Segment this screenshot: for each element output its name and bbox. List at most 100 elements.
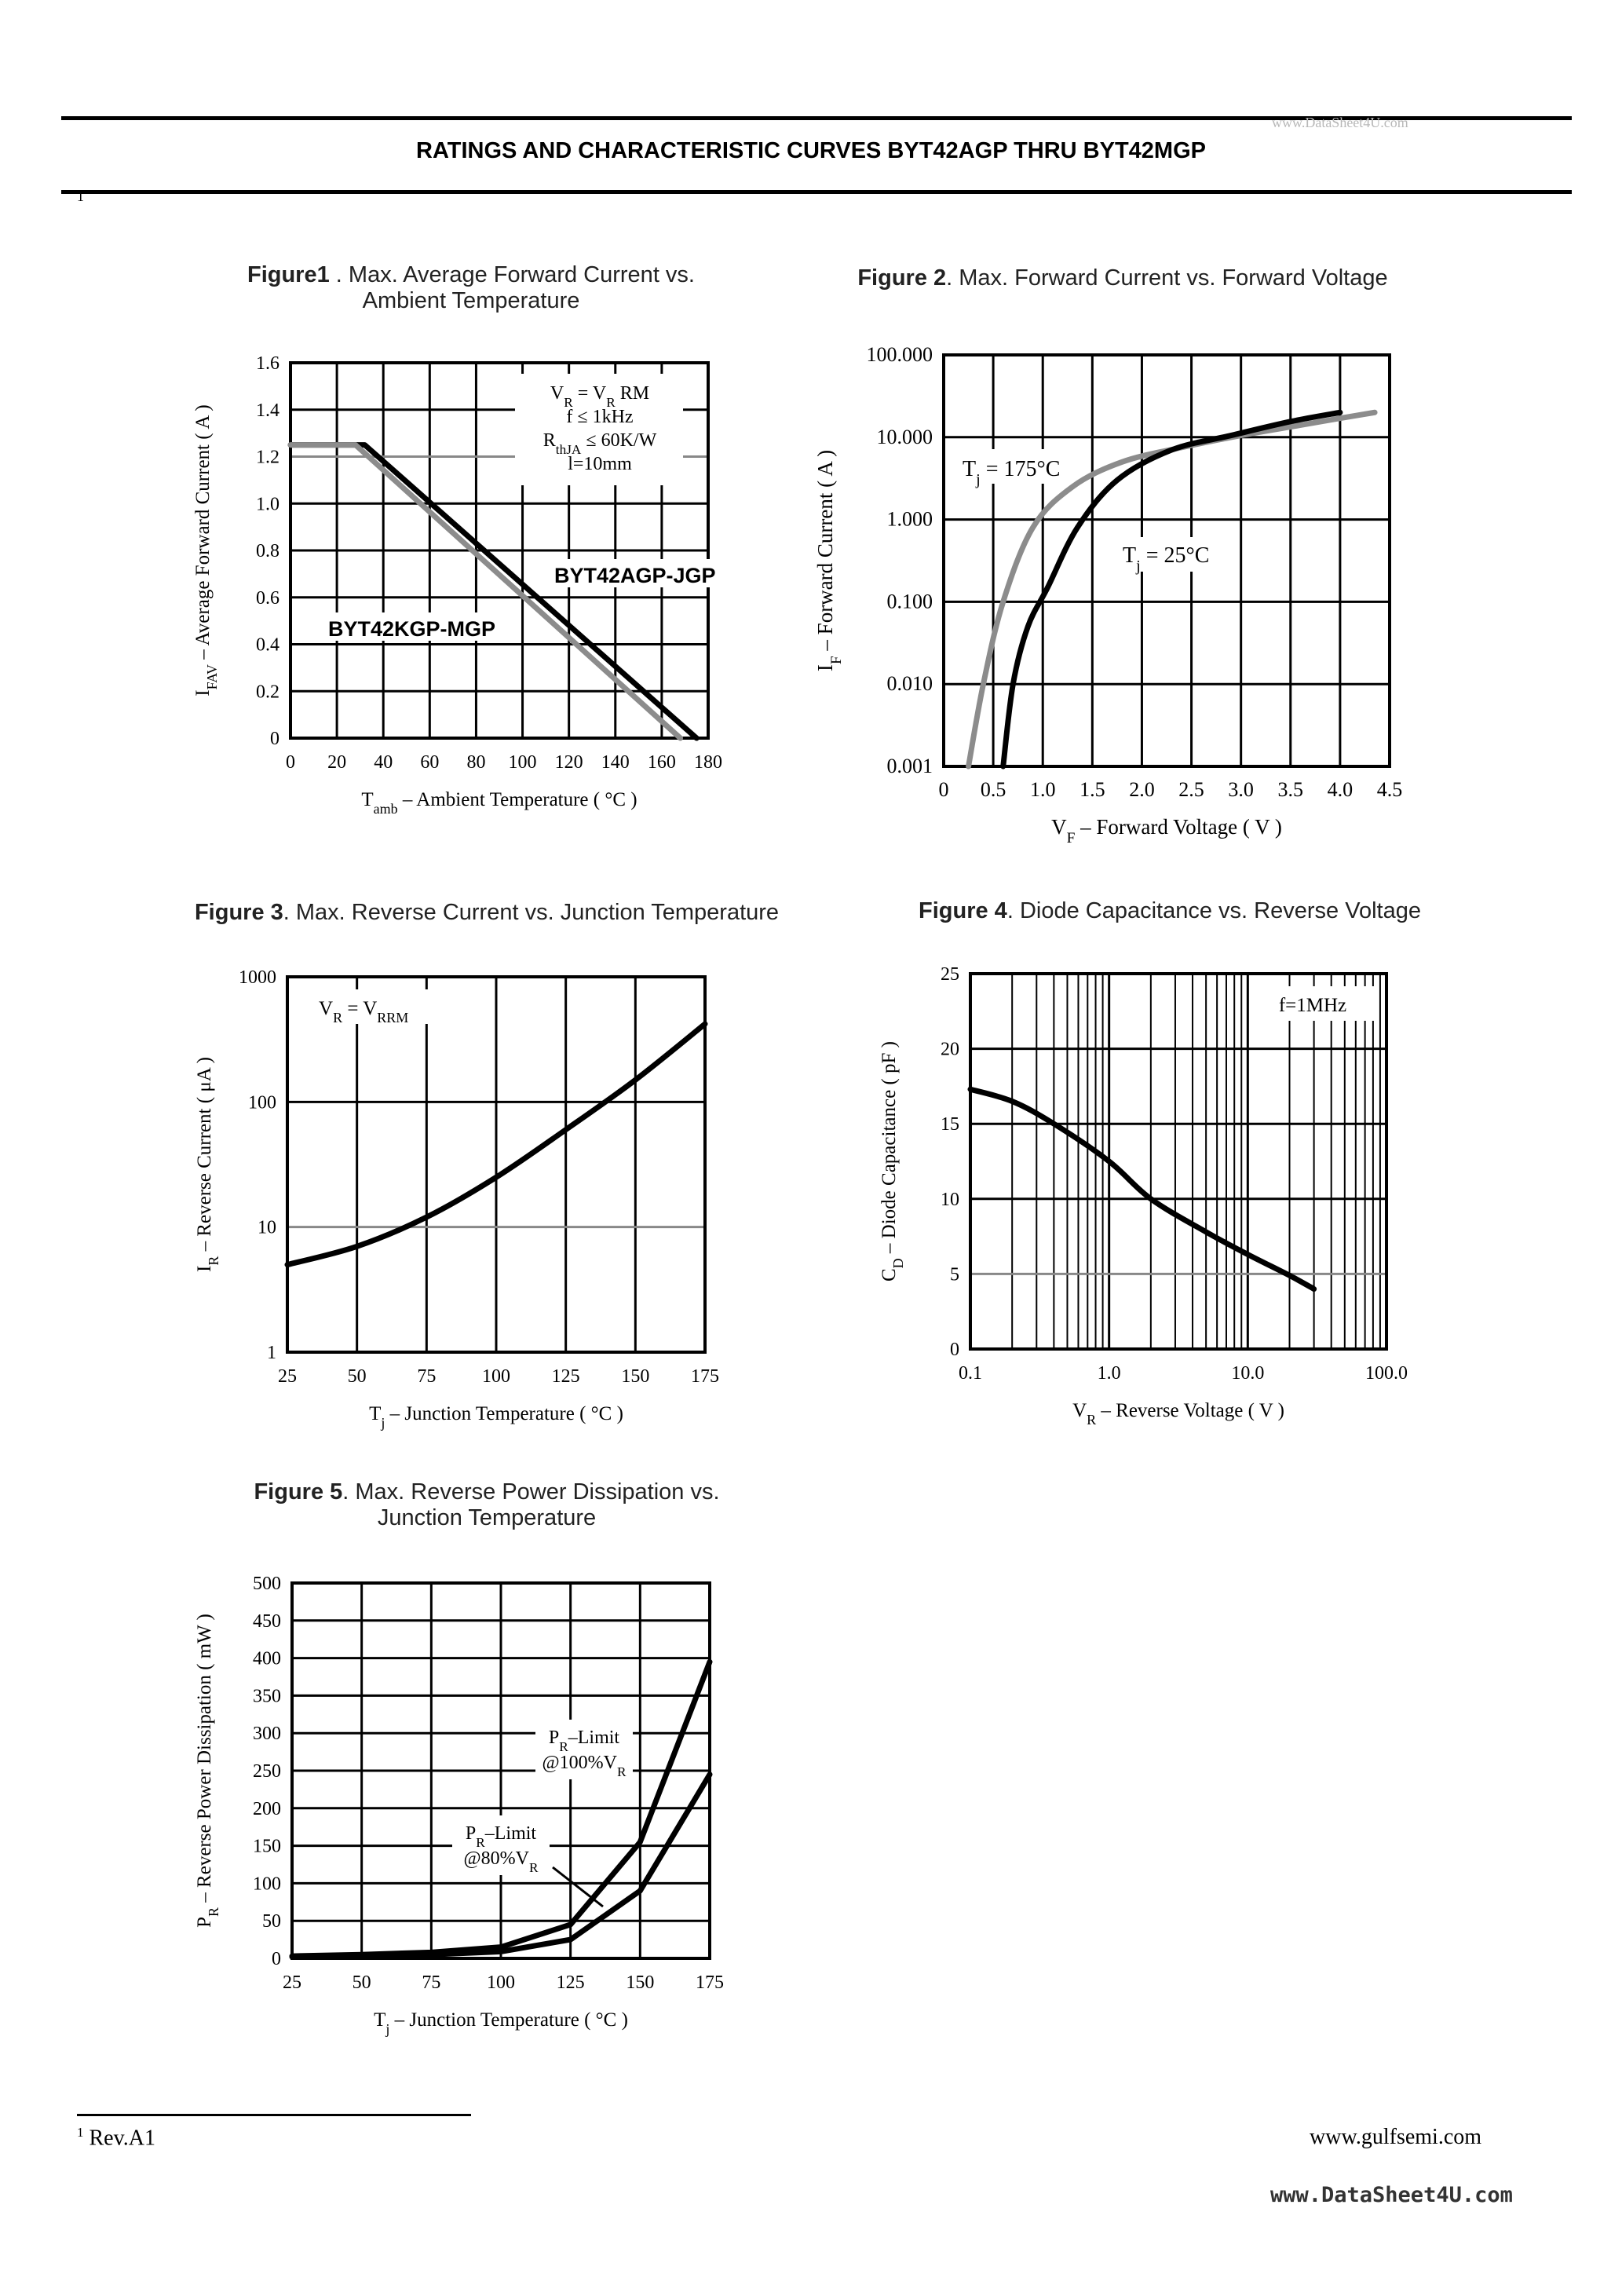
fig1-y-tick-label: 1.2 <box>256 448 279 468</box>
fig1-x-tick-label: 160 <box>648 752 676 773</box>
footnote: 1 Rev.A1 <box>77 2125 155 2151</box>
fig5-y-tick-label: 300 <box>253 1724 281 1744</box>
footnote-text: Rev.A1 <box>89 2126 156 2151</box>
fig5-y-tick-label: 0 <box>272 1949 281 1969</box>
fig1-y-tick-label: 0.2 <box>256 682 279 702</box>
fig2-x-tick-label: 1.5 <box>1080 778 1105 801</box>
fig4-y-axis-label: CD – Diode Capacitance ( pF ) <box>879 1041 906 1281</box>
fig1-x-tick-label: 40 <box>374 752 393 773</box>
fig3-series-line-1 <box>284 1021 708 1268</box>
fig4-chart: 0.1 1.0 10.0 100.0 0 5 10 15 20 25 VR – Reverse Vo… <box>879 964 1408 1428</box>
fig5-label-bg-80 <box>452 1815 550 1875</box>
fig4-annotation-bg <box>1256 986 1374 1021</box>
fig5-y-tick-label: 100 <box>253 1874 281 1894</box>
fig5-x-tick-label: 25 <box>283 1972 301 1993</box>
fig4-x-tick-label: 10.0 <box>1231 1363 1264 1384</box>
fig1-label-bg-kgp <box>325 612 521 641</box>
fig2-x-tick-label: 2.0 <box>1129 778 1155 801</box>
fig2-x-tick-label: 4.5 <box>1377 778 1403 801</box>
fig2-series-line-2 <box>1000 409 1343 770</box>
figure5-number: Figure 5 <box>254 1479 343 1504</box>
fig3-x-tick-label: 125 <box>552 1366 580 1387</box>
fig4-x-tick-label: 0.1 <box>959 1363 982 1384</box>
fig4-y-tick-label: 25 <box>941 964 959 985</box>
fig1-x-tick-label: 60 <box>420 752 439 773</box>
fig5-y-tick-label: 450 <box>253 1611 281 1632</box>
fig3-y-tick-label: 10 <box>258 1218 276 1238</box>
fig5-chart: 25 50 75 100 125 150 175 0 50 100 150 200 250 300 350 4… <box>194 1574 724 2037</box>
fig5-series-label-80-line1: PR–Limit <box>466 1823 537 1850</box>
fig5-label-bg-100 <box>535 1720 633 1779</box>
fig1-x-tick-label: 80 <box>466 752 485 773</box>
fig2-series-label-175: Tj = 175°C <box>963 457 1060 488</box>
fig4-series-line-1 <box>967 1086 1317 1292</box>
figure2-number: Figure 2 <box>857 265 947 291</box>
fig5-x-tick-label: 75 <box>422 1972 440 1993</box>
fig5-x-tick-label: 175 <box>696 1972 724 1993</box>
fig2-chart: 0 0.5 1.0 1.5 2.0 2.5 3.0 3.5 4.0 4.5 0.001 0.010 0.… <box>813 343 1402 846</box>
figure1-title: Figure1 . Max. Average Forward Current v… <box>196 262 746 314</box>
fig2-y-tick-label: 10.000 <box>877 426 933 448</box>
figure3-number: Figure 3 <box>194 900 283 925</box>
watermark-top: www.DataSheet4U.com <box>1272 115 1408 130</box>
fig1-y-tick-label: 1.0 <box>256 494 279 514</box>
fig5-y-tick-label: 250 <box>253 1761 281 1782</box>
figure4-number: Figure 4 <box>919 898 1007 923</box>
fig4-y-tick-label: 0 <box>950 1340 959 1360</box>
fig3-chart: 25 50 75 100 125 150 175 1 10 100 1000 Tj – Junctio… <box>194 967 719 1431</box>
fig5-y-tick-label: 50 <box>262 1911 281 1932</box>
header-bottom-rule <box>61 190 1572 194</box>
fig1-label-bg-agp <box>548 559 740 587</box>
fig1-series-label-kgp: BYT42KGP-MGP <box>328 617 495 641</box>
fig1-annotation-box <box>515 374 683 485</box>
fig2-y-tick-label: 100.000 <box>867 343 933 366</box>
footnote-mark: 1 <box>77 2125 84 2140</box>
fig1-y-tick-label: 0.4 <box>256 635 279 656</box>
fig5-y-tick-label: 500 <box>253 1574 281 1594</box>
fig2-x-tick-label: 0.5 <box>981 778 1006 801</box>
fig5-series-label-80-line2: @80%VR <box>464 1848 539 1875</box>
fig4-x-tick-label: 1.0 <box>1098 1363 1121 1384</box>
fig4-y-tick-label: 5 <box>950 1264 959 1285</box>
fig3-y-tick-label: 1 <box>267 1343 276 1363</box>
fig5-x-axis-label: Tj – Junction Temperature ( °C ) <box>374 2009 628 2037</box>
fig2-series-label-25: Tj = 25°C <box>1123 543 1209 575</box>
figure5-title-line1: . Max. Reverse Power Dissipation vs. <box>342 1479 720 1504</box>
fig5-x-tick-label: 125 <box>557 1972 585 1993</box>
fig1-annotation-line: l=10mm <box>568 454 632 474</box>
header-top-rule <box>61 116 1572 120</box>
fig3-x-tick-label: 100 <box>482 1366 510 1387</box>
fig1-series-label-agp: BYT42AGP-JGP <box>554 564 716 587</box>
fig2-x-tick-label: 1.0 <box>1030 778 1056 801</box>
fig5-series-label-100-line2: @100%VR <box>542 1753 627 1779</box>
fig1-annotation-line: RthJA ≤ 60K/W <box>543 430 657 457</box>
fig5-y-tick-label: 400 <box>253 1649 281 1669</box>
figure3-title: Figure 3. Max. Reverse Current vs. Junct… <box>141 900 832 926</box>
fig3-y-tick-label: 100 <box>248 1092 276 1113</box>
fig2-y-tick-label: 0.001 <box>887 755 933 777</box>
fig4-plot-frame <box>969 972 1388 1351</box>
fig5-series-label-100-line1: PR–Limit <box>549 1727 620 1754</box>
figure4-title-line1: . Diode Capacitance vs. Reverse Voltage <box>1006 898 1421 923</box>
fig1-annotation-line: VR = VR RM <box>550 383 649 410</box>
fig2-y-axis-label: IF – Forward Current ( A ) <box>813 450 845 671</box>
figure1-title-line2: Ambient Temperature <box>362 288 580 313</box>
fig1-x-tick-label: 100 <box>509 752 537 773</box>
fig4-annotation: f=1MHz <box>1279 995 1346 1016</box>
fig5-x-tick-label: 50 <box>353 1972 371 1993</box>
page-marker: 1 <box>77 188 84 204</box>
figure2-title: Figure 2. Max. Forward Current vs. Forwa… <box>809 265 1437 291</box>
fig1-y-tick-label: 0 <box>270 729 279 749</box>
fig2-label-bg-175 <box>953 449 1071 484</box>
fig2-y-tick-label: 0.100 <box>887 590 933 612</box>
site-url: www.gulfsemi.com <box>1310 2125 1482 2149</box>
fig1-x-axis-label: Tamb – Ambient Temperature ( °C ) <box>361 789 637 817</box>
fig2-plot-frame <box>942 353 1391 768</box>
fig1-x-tick-label: 20 <box>327 752 346 773</box>
figure1-number: Figure1 <box>247 262 330 287</box>
fig5-leader-line <box>552 1866 604 1908</box>
fig2-series-line-1 <box>966 409 1378 770</box>
fig3-x-tick-label: 50 <box>348 1366 367 1387</box>
watermark-bottom: www.DataSheet4U.com <box>1270 2183 1513 2207</box>
fig5-plot-frame <box>290 1581 711 1960</box>
